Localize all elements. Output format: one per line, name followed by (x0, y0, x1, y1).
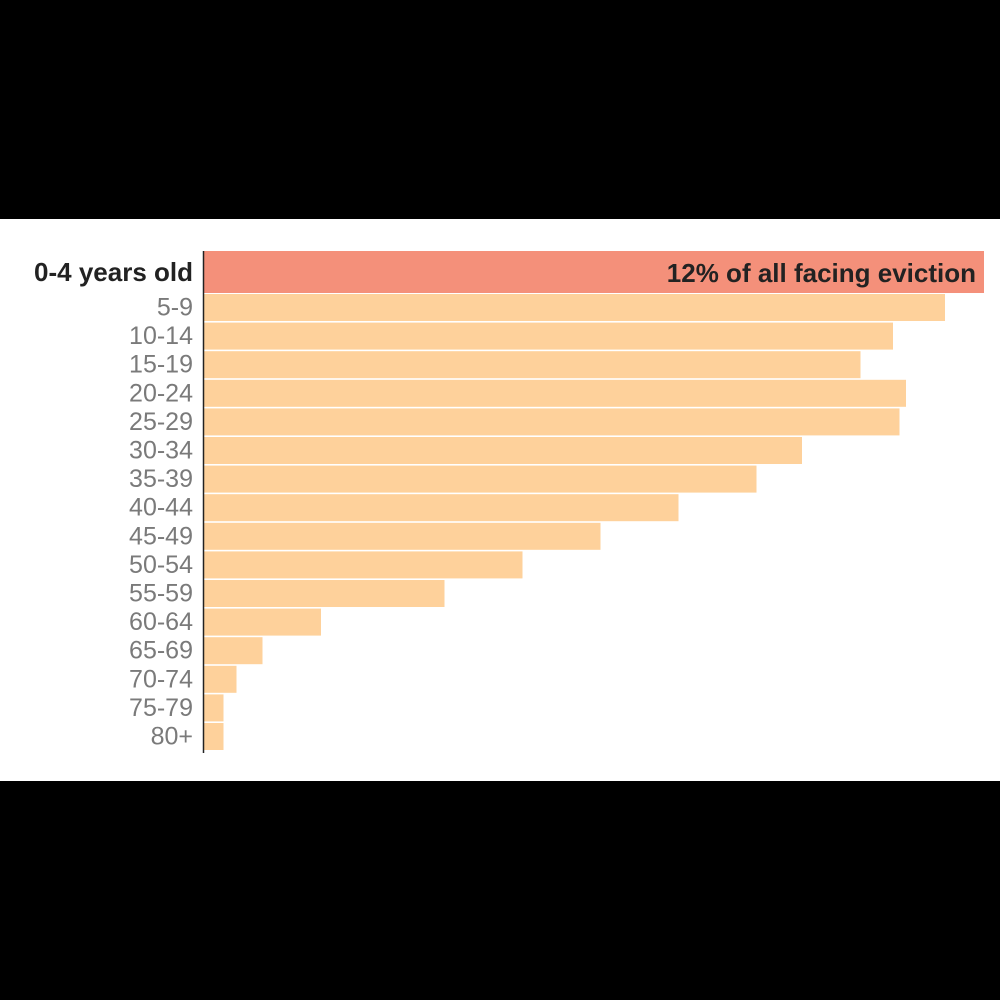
category-label: 60-64 (129, 608, 193, 636)
bar-5-9 (204, 294, 945, 321)
category-label: 45-49 (129, 522, 193, 550)
category-label: 30-34 (129, 437, 193, 465)
bar-20-24 (204, 379, 906, 407)
category-labels-group: 0-4 years old 5-910-1415-1920-2425-2930-3… (34, 257, 193, 751)
category-label: 70-74 (129, 665, 193, 693)
bar-65-69 (204, 637, 263, 665)
bar-60-64 (204, 608, 321, 636)
category-label: 55-59 (129, 580, 193, 608)
bar-25-29 (204, 408, 900, 436)
category-label: 65-69 (129, 637, 193, 665)
bar-75-79 (204, 694, 224, 722)
category-label: 20-24 (129, 379, 193, 407)
category-label: 35-39 (129, 465, 193, 493)
bar-10-14 (204, 322, 893, 350)
bar-50-54 (204, 551, 523, 579)
category-label: 15-19 (129, 351, 193, 379)
bar-35-39 (204, 465, 757, 493)
chart-panel: 0-4 years old 5-9 10-14 15-19 20-24 25-29 30-3… (0, 219, 1000, 781)
bars-group (204, 251, 984, 750)
highlight-bar-label: 12% of all facing eviction (667, 258, 976, 288)
category-label: 10-14 (129, 322, 193, 350)
bar-70-74 (204, 665, 237, 693)
bar-55-59 (204, 580, 445, 607)
bar-30-34 (204, 437, 802, 464)
bar-45-49 (204, 522, 601, 550)
category-label: 75-79 (129, 694, 193, 722)
category-label: 40-44 (129, 494, 193, 522)
category-label: 25-29 (129, 408, 193, 436)
bar-0-4-years-old (204, 251, 984, 293)
bar-40-44 (204, 494, 679, 522)
category-label: 5-9 (157, 294, 193, 322)
bar-chart: 0-4 years old 5-910-1415-1920-2425-2930-3… (34, 251, 984, 753)
category-label: 80+ (151, 723, 193, 751)
bar-80- (204, 723, 224, 750)
category-label: 50-54 (129, 551, 193, 579)
bar-15-19 (204, 351, 861, 379)
category-label: 0-4 years old (34, 257, 193, 287)
